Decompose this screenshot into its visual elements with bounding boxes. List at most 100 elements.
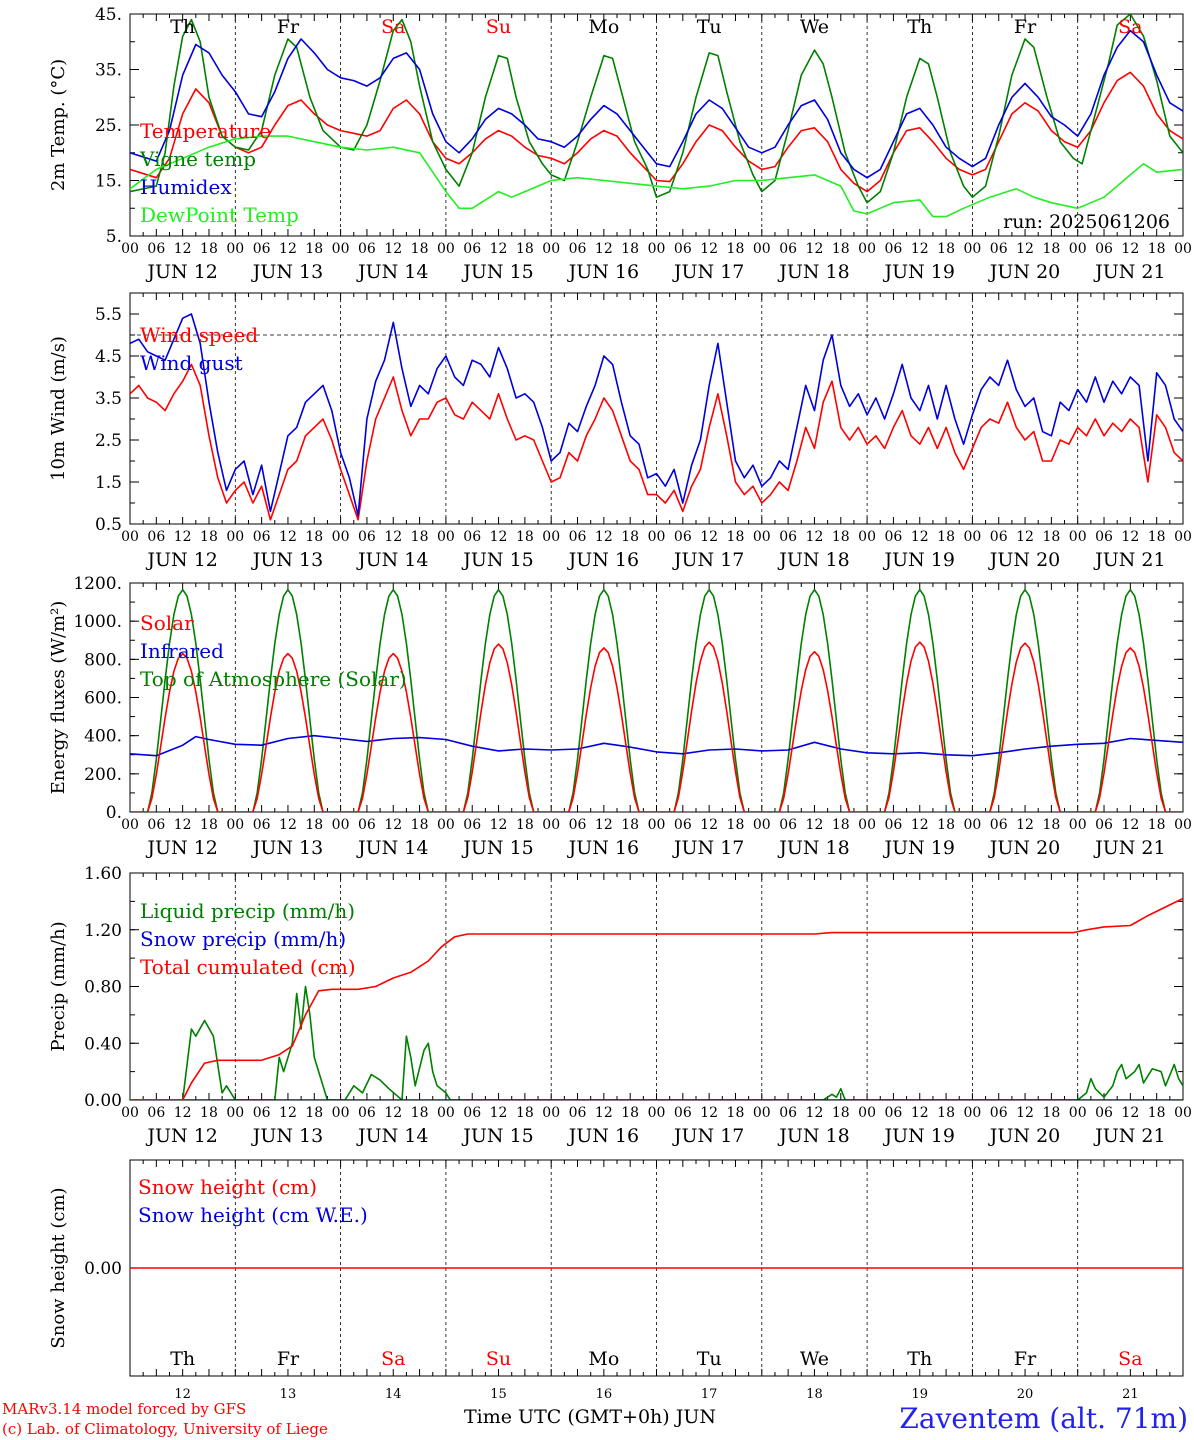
hour-tick-label: 00: [437, 529, 455, 545]
hour-tick-label: 12: [279, 1105, 297, 1121]
hour-tick-label: 00: [542, 1105, 560, 1121]
hour-tick-label: 12: [700, 241, 718, 257]
hour-tick-label: 00: [437, 1105, 455, 1121]
hour-tick-label: 06: [990, 1105, 1008, 1121]
hour-tick-label: 00: [963, 817, 981, 833]
y-axis-label: Energy fluxes (W/m²): [48, 601, 69, 795]
hour-tick-label: 18: [832, 1105, 850, 1121]
hour-tick-label: 00: [226, 817, 244, 833]
panel-temp: 5. 15. 25. 35. 45. 2m Temp. (°C) Temperature Vi…: [48, 5, 1192, 283]
weekday-label: Sa: [1118, 1348, 1142, 1370]
y-tick-label: 1.5: [95, 473, 122, 493]
hour-tick-label: 00: [1069, 529, 1087, 545]
hour-tick-label: 12: [1121, 529, 1139, 545]
y-tick-label: 35.: [95, 61, 122, 81]
hour-tick-label: 18: [727, 529, 745, 545]
hour-tick-label: 00: [753, 1105, 771, 1121]
hour-tick-label: 06: [569, 241, 587, 257]
hour-tick-label: 06: [1095, 1105, 1113, 1121]
date-label: JUN 14: [356, 549, 428, 571]
day-number-label: 18: [806, 1387, 823, 1402]
day-number-label: 16: [596, 1387, 613, 1402]
series-line-liquid-precip-mm-h-: [130, 985, 1183, 1100]
hour-tick-label: 00: [542, 817, 560, 833]
hour-tick-label: 12: [700, 1105, 718, 1121]
y-tick-label: 5.5: [95, 305, 122, 325]
hour-tick-label: 12: [174, 1105, 192, 1121]
hour-tick-label: 12: [174, 529, 192, 545]
run-label: run: 2025061206: [1003, 211, 1170, 233]
panel-precip: 0.00 0.40 0.80 1.20 1.60 Precip (mm/h) Liquid …: [48, 864, 1192, 1147]
hour-tick-label: 18: [1148, 241, 1166, 257]
hour-tick-label: 06: [253, 241, 271, 257]
series-line-solar: [130, 641, 1183, 812]
hour-tick-label: 00: [121, 817, 139, 833]
y-tick-label: 200.: [84, 765, 122, 785]
hour-tick-label: 18: [411, 241, 429, 257]
hour-tick-label: 12: [279, 817, 297, 833]
hour-tick-label: 00: [437, 817, 455, 833]
hour-tick-label: 00: [648, 817, 666, 833]
hour-tick-label: 18: [305, 817, 323, 833]
hour-tick-label: 12: [806, 241, 824, 257]
hour-tick-label: 06: [779, 241, 797, 257]
date-label: JUN 21: [1093, 549, 1165, 571]
date-label: JUN 20: [988, 549, 1060, 571]
hour-tick-label: 12: [490, 529, 508, 545]
hour-tick-label: 06: [147, 529, 165, 545]
y-tick-label: 0.80: [84, 978, 122, 998]
series-line-vigne-temp: [130, 14, 1183, 204]
hour-tick-label: 06: [253, 1105, 271, 1121]
hour-tick-label: 12: [490, 1105, 508, 1121]
hour-tick-label: 00: [121, 529, 139, 545]
legend-entry: DewPoint Temp: [140, 203, 299, 227]
hour-tick-label: 06: [885, 241, 903, 257]
hour-tick-label: 06: [674, 529, 692, 545]
hour-tick-label: 18: [200, 817, 218, 833]
hour-tick-label: 12: [806, 1105, 824, 1121]
y-axis-label: 2m Temp. (°C): [48, 59, 69, 191]
x-axis-label: Time UTC (GMT+0h) JUN: [464, 1406, 716, 1428]
hour-tick-label: 18: [411, 1105, 429, 1121]
hour-tick-label: 00: [963, 1105, 981, 1121]
hour-tick-label: 12: [174, 817, 192, 833]
y-tick-label: 1.60: [84, 864, 122, 884]
hour-tick-label: 18: [411, 529, 429, 545]
date-label: JUN 15: [461, 549, 533, 571]
weekday-label: Sa: [381, 16, 405, 38]
hour-tick-label: 12: [490, 241, 508, 257]
date-label: JUN 19: [883, 1125, 955, 1147]
hour-tick-label: 18: [937, 1105, 955, 1121]
y-tick-label: 800.: [84, 650, 122, 670]
hour-tick-label: 18: [516, 241, 534, 257]
hour-tick-label: 12: [1121, 241, 1139, 257]
hour-tick-label: 18: [1042, 1105, 1060, 1121]
hour-tick-label: 12: [911, 817, 929, 833]
hour-tick-label: 06: [990, 241, 1008, 257]
hour-tick-label: 12: [174, 241, 192, 257]
hour-tick-label: 00: [332, 1105, 350, 1121]
weekday-label: Th: [907, 16, 932, 38]
hour-tick-label: 06: [990, 817, 1008, 833]
hour-tick-label: 06: [1095, 817, 1113, 833]
hour-tick-label: 18: [1042, 241, 1060, 257]
hour-tick-label: 12: [384, 1105, 402, 1121]
hour-tick-label: 18: [200, 241, 218, 257]
hour-tick-label: 00: [332, 817, 350, 833]
y-tick-label: 0.5: [95, 515, 122, 535]
date-label: JUN 14: [356, 837, 428, 859]
hour-tick-label: 12: [806, 817, 824, 833]
hour-tick-label: 06: [358, 1105, 376, 1121]
weekday-label: Th: [170, 16, 195, 38]
hour-tick-label: 06: [358, 241, 376, 257]
hour-tick-label: 06: [990, 529, 1008, 545]
weekday-label: Fr: [277, 1348, 300, 1370]
series-line-wind-gust: [130, 313, 1183, 517]
hour-tick-label: 00: [226, 529, 244, 545]
credit-line-2: (c) Lab. of Climatology, University of L…: [2, 1420, 328, 1438]
hour-tick-label: 18: [621, 1105, 639, 1121]
hour-tick-label: 12: [700, 529, 718, 545]
hour-tick-label: 06: [674, 1105, 692, 1121]
hour-tick-label: 00: [648, 529, 666, 545]
hour-tick-label: 12: [279, 241, 297, 257]
